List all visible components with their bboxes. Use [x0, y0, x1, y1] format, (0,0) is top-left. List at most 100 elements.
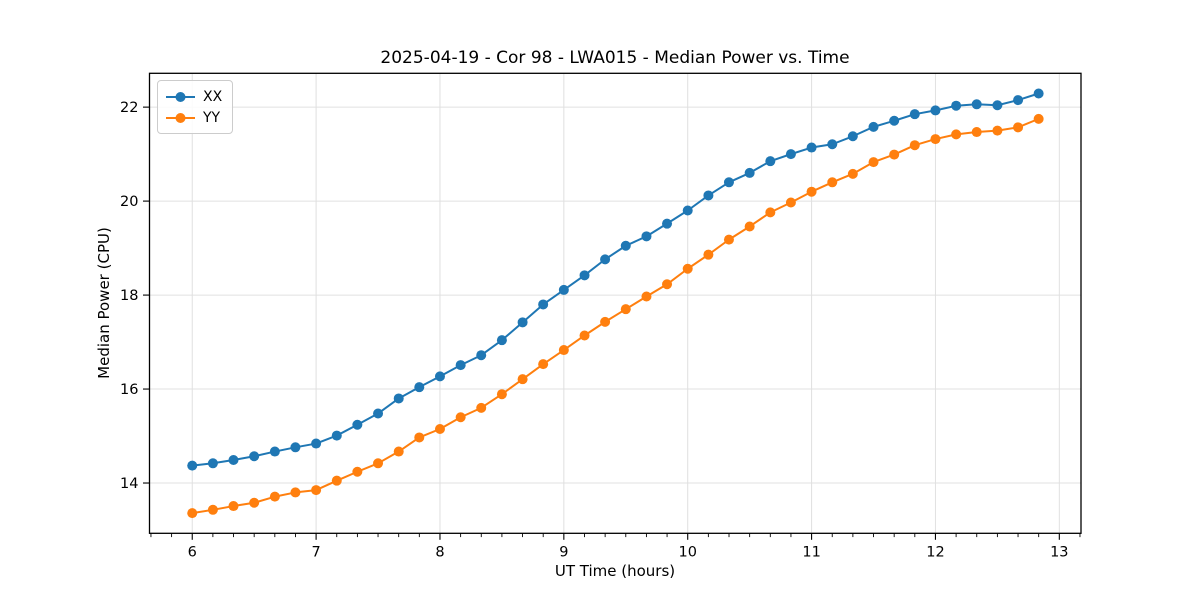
- series-xx-marker: [476, 350, 487, 361]
- y-tick-label: 20: [120, 194, 138, 210]
- series-yy-marker: [930, 134, 941, 145]
- series-xx-marker: [682, 205, 693, 216]
- y-tick-label: 16: [120, 382, 138, 398]
- series-xx-marker: [249, 451, 260, 462]
- series-yy-marker: [434, 423, 445, 434]
- x-tick-label: 7: [311, 544, 320, 560]
- series-xx-marker: [971, 99, 982, 110]
- x-tick-label: 6: [188, 544, 197, 560]
- series-yy-marker: [579, 330, 590, 341]
- series-yy-marker: [517, 374, 528, 385]
- series-xx-marker: [558, 284, 569, 295]
- series-yy-marker: [476, 402, 487, 413]
- series-yy-marker: [951, 129, 962, 140]
- series-xx-marker: [311, 438, 322, 449]
- series-xx-marker: [1013, 95, 1024, 106]
- series-yy-marker: [414, 432, 425, 443]
- series-xx-marker: [600, 254, 611, 265]
- series-yy-marker: [373, 458, 384, 469]
- series-yy-marker: [352, 466, 363, 477]
- series-yy-marker: [290, 487, 301, 498]
- series-yy-marker: [331, 475, 342, 486]
- legend-entry-xx: XX: [165, 86, 222, 107]
- series-xx-marker: [930, 105, 941, 116]
- series-yy-marker: [538, 359, 549, 370]
- x-tick-label: 13: [1050, 544, 1068, 560]
- series-yy-marker: [868, 157, 879, 168]
- series-xx-marker: [496, 335, 507, 346]
- series-xx-marker: [455, 360, 466, 371]
- series-xx-line: [192, 92, 1039, 467]
- series-xx-marker: [889, 115, 900, 126]
- series-xx-marker: [393, 393, 404, 404]
- series-yy-marker: [827, 177, 838, 188]
- legend-label-xx: XX: [203, 88, 223, 105]
- series-yy-marker: [620, 304, 631, 315]
- series-yy-marker: [187, 508, 198, 519]
- y-tick-label: 22: [120, 100, 138, 116]
- series-yy-marker: [207, 504, 218, 515]
- series-yy-marker: [662, 279, 673, 290]
- series-xx-marker: [228, 455, 239, 465]
- series-xx-marker: [538, 299, 549, 310]
- series-yy-marker: [1013, 122, 1024, 133]
- series-xx-marker: [290, 442, 301, 453]
- series-xx-marker: [765, 156, 776, 167]
- series-yy-marker: [889, 149, 900, 160]
- series-xx-marker: [785, 149, 796, 160]
- plot-border: [148, 72, 1082, 534]
- series-yy-marker: [393, 446, 404, 457]
- series-xx-marker: [187, 460, 198, 471]
- series-xx-marker: [868, 121, 879, 132]
- series-yy-marker: [269, 491, 280, 502]
- series-yy-marker: [971, 127, 982, 138]
- x-axis-label: UT Time (hours): [554, 562, 676, 580]
- series-yy-marker: [765, 207, 776, 218]
- x-tick-label: 12: [926, 544, 944, 560]
- series-yy-marker: [744, 221, 755, 232]
- chart-title: 2025-04-19 - Cor 98 - LWA015 - Median Po…: [380, 48, 850, 68]
- series-xx-marker: [847, 131, 858, 142]
- series-xx-marker: [352, 419, 363, 430]
- x-tick-label: 8: [435, 544, 444, 560]
- series-xx-marker: [827, 139, 838, 150]
- series-xx-marker: [992, 100, 1003, 111]
- series-xx-marker: [703, 190, 714, 201]
- series-xx-marker: [579, 270, 590, 281]
- legend-label-yy: YY: [203, 109, 221, 126]
- legend-entry-yy: YY: [165, 107, 222, 128]
- series-yy-marker: [228, 501, 239, 512]
- series-xx-marker: [207, 458, 218, 469]
- y-axis-label: Median Power (CPU): [95, 227, 113, 379]
- series-yy-marker: [311, 485, 322, 496]
- series-xx-marker: [414, 382, 425, 393]
- series-yy-marker: [558, 345, 569, 356]
- x-tick-label: 9: [559, 544, 568, 560]
- series-xx-marker: [909, 109, 920, 120]
- series-xx-marker: [723, 177, 734, 188]
- series-yy-marker: [992, 125, 1003, 136]
- x-tick-label: 11: [802, 544, 820, 560]
- x-tick-label: 10: [678, 544, 696, 560]
- series-yy-marker: [723, 234, 734, 245]
- series-xx-marker: [620, 240, 631, 251]
- series-yy-marker: [1033, 113, 1044, 124]
- series-yy-marker: [682, 263, 693, 274]
- series-yy-marker: [600, 316, 611, 327]
- series-yy-marker: [641, 291, 652, 302]
- series-xx-marker: [662, 218, 673, 229]
- series-yy-marker: [703, 249, 714, 260]
- series-yy-marker: [496, 389, 507, 400]
- legend-line-sample-yy: [166, 112, 195, 123]
- y-tick-label: 14: [120, 476, 138, 492]
- series-yy-marker: [909, 140, 920, 151]
- series-xx-marker: [331, 430, 342, 441]
- series-xx-marker: [269, 446, 280, 457]
- series-xx-marker: [744, 167, 755, 178]
- series-xx-marker: [951, 100, 962, 111]
- series-yy-marker: [785, 197, 796, 208]
- series-xx-marker: [517, 317, 528, 328]
- series-yy-marker: [455, 412, 466, 423]
